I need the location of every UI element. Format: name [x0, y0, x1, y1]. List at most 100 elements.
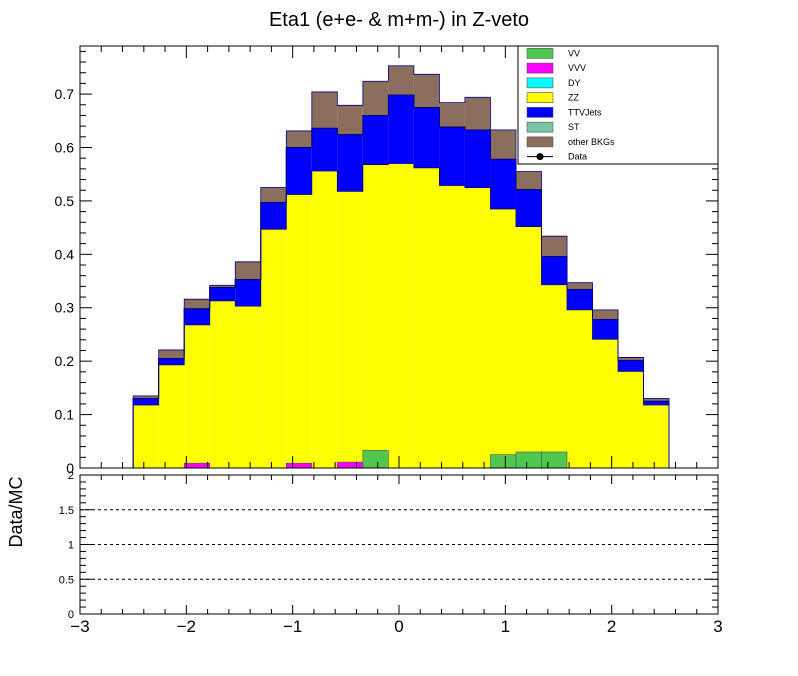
main-axes: 0 0.1 0.2 0.3 0.4 0.5 0.6 0.7 −3 −2 −1 0 1 2 3	[55, 46, 723, 636]
x-tick-label: 0	[394, 617, 403, 636]
bar-ttvjets-19	[618, 360, 644, 372]
bar-vv-14	[490, 454, 517, 469]
bar-ttvjets-2	[184, 308, 210, 325]
y-tick-label: 0	[66, 460, 74, 476]
ratio-y-axis-label: Data/MC	[6, 476, 26, 547]
bar-other-bkgs-1	[158, 349, 185, 359]
x-tick-label: 2	[607, 617, 616, 636]
bar-ttvjets-0	[133, 398, 159, 405]
bar-zz-11	[413, 167, 440, 468]
bar-zz-1	[158, 364, 185, 468]
legend-label: TTVJets	[568, 107, 602, 117]
bar-ttvjets-11	[413, 107, 440, 168]
bar-zz-9	[362, 164, 389, 468]
legend-label: ST	[568, 122, 580, 132]
bar-other-bkgs-8	[337, 105, 363, 135]
bar-ttvjets-8	[337, 134, 363, 192]
x-tick-label: 3	[713, 617, 722, 636]
bar-zz-12	[439, 185, 465, 468]
legend-label: VV	[568, 48, 580, 58]
bar-zz-13	[464, 187, 491, 469]
bar-vvv-6	[285, 462, 313, 469]
y-tick-label: 0.4	[55, 246, 75, 262]
bar-zz-20	[643, 404, 670, 468]
bar-vv-9	[362, 450, 389, 469]
bar-vvv-8	[337, 461, 364, 469]
bar-zz-16	[541, 284, 568, 468]
legend-data-marker	[536, 153, 544, 161]
bar-other-bkgs-12	[439, 102, 465, 128]
bar-other-bkgs-0	[133, 395, 159, 399]
bar-ttvjets-3	[209, 287, 236, 301]
bar-other-bkgs-17	[567, 282, 593, 290]
legend-label: other BKGs	[568, 137, 615, 147]
bar-zz-19	[618, 371, 644, 468]
bar-other-bkgs-11	[413, 74, 440, 108]
legend-swatch	[526, 62, 554, 74]
y-tick-label: 0.5	[55, 193, 75, 209]
bar-ttvjets-6	[286, 147, 312, 195]
bar-zz-4	[235, 306, 261, 468]
bar-other-bkgs-9	[362, 81, 389, 116]
bar-ttvjets-4	[235, 279, 261, 307]
bar-zz-15	[515, 226, 542, 468]
legend-label: Data	[568, 152, 587, 162]
ratio-plot: 0 0.5 1 1.5 2	[59, 470, 718, 621]
legend-swatch	[526, 121, 554, 133]
bar-other-bkgs-20	[643, 398, 670, 402]
x-tick-label: −3	[70, 617, 89, 636]
outline-other-bkgs	[132, 65, 670, 468]
y-tick-label: 0.6	[55, 139, 75, 155]
y-tick-label: 0.1	[55, 407, 75, 423]
ratio-y-tick-label: 2	[68, 470, 74, 482]
bar-zz-2	[184, 324, 210, 468]
bar-ttvjets-12	[439, 127, 465, 186]
bar-ttvjets-10	[388, 95, 414, 164]
x-tick-label: −2	[177, 617, 196, 636]
bar-ttvjets-15	[515, 189, 542, 227]
bar-other-bkgs-19	[618, 357, 644, 361]
legend-label: VVV	[568, 63, 586, 73]
bar-other-bkgs-5	[260, 187, 287, 203]
bar-vv-15	[515, 451, 542, 469]
bar-other-bkgs-13	[464, 97, 491, 130]
ratio-y-tick-label: 0	[68, 609, 74, 621]
legend-swatch	[526, 77, 554, 89]
bar-zz-14	[490, 208, 516, 468]
bar-ttvjets-5	[260, 202, 287, 230]
x-tick-label: −1	[283, 617, 302, 636]
legend-label: ZZ	[568, 93, 579, 103]
bar-other-bkgs-18	[592, 309, 619, 320]
bar-ttvjets-13	[464, 129, 491, 188]
bar-zz-3	[209, 300, 236, 468]
outline-zz	[132, 163, 670, 468]
bar-other-bkgs-15	[515, 171, 542, 190]
bar-other-bkgs-4	[235, 261, 261, 280]
bar-other-bkgs-2	[184, 299, 210, 309]
bar-zz-8	[337, 191, 363, 468]
bar-ttvjets-9	[362, 115, 389, 165]
legend-swatch	[526, 48, 554, 59]
histogram-outline	[132, 65, 670, 468]
chart-title: Eta1 (e+e- & m+m-) in Z-veto	[269, 9, 529, 31]
outline-st	[132, 94, 670, 468]
bar-other-bkgs-10	[388, 65, 414, 96]
bar-ttvjets-20	[643, 401, 670, 405]
bar-zz-6	[286, 194, 312, 468]
bar-other-bkgs-7	[311, 91, 338, 129]
ratio-y-tick-label: 0.5	[59, 574, 74, 586]
bar-other-bkgs-6	[286, 130, 312, 148]
stacked-histogram	[133, 65, 670, 469]
bar-ttvjets-18	[592, 319, 619, 340]
bar-other-bkgs-3	[209, 285, 236, 288]
bar-vvv-2	[183, 462, 211, 469]
bar-zz-7	[311, 170, 338, 468]
bar-ttvjets-17	[567, 289, 593, 310]
legend-swatch	[526, 107, 554, 118]
ratio-y-tick-label: 1.5	[59, 505, 74, 517]
bar-ttvjets-16	[541, 256, 568, 285]
bar-zz-0	[133, 404, 159, 468]
bar-zz-5	[260, 229, 287, 468]
